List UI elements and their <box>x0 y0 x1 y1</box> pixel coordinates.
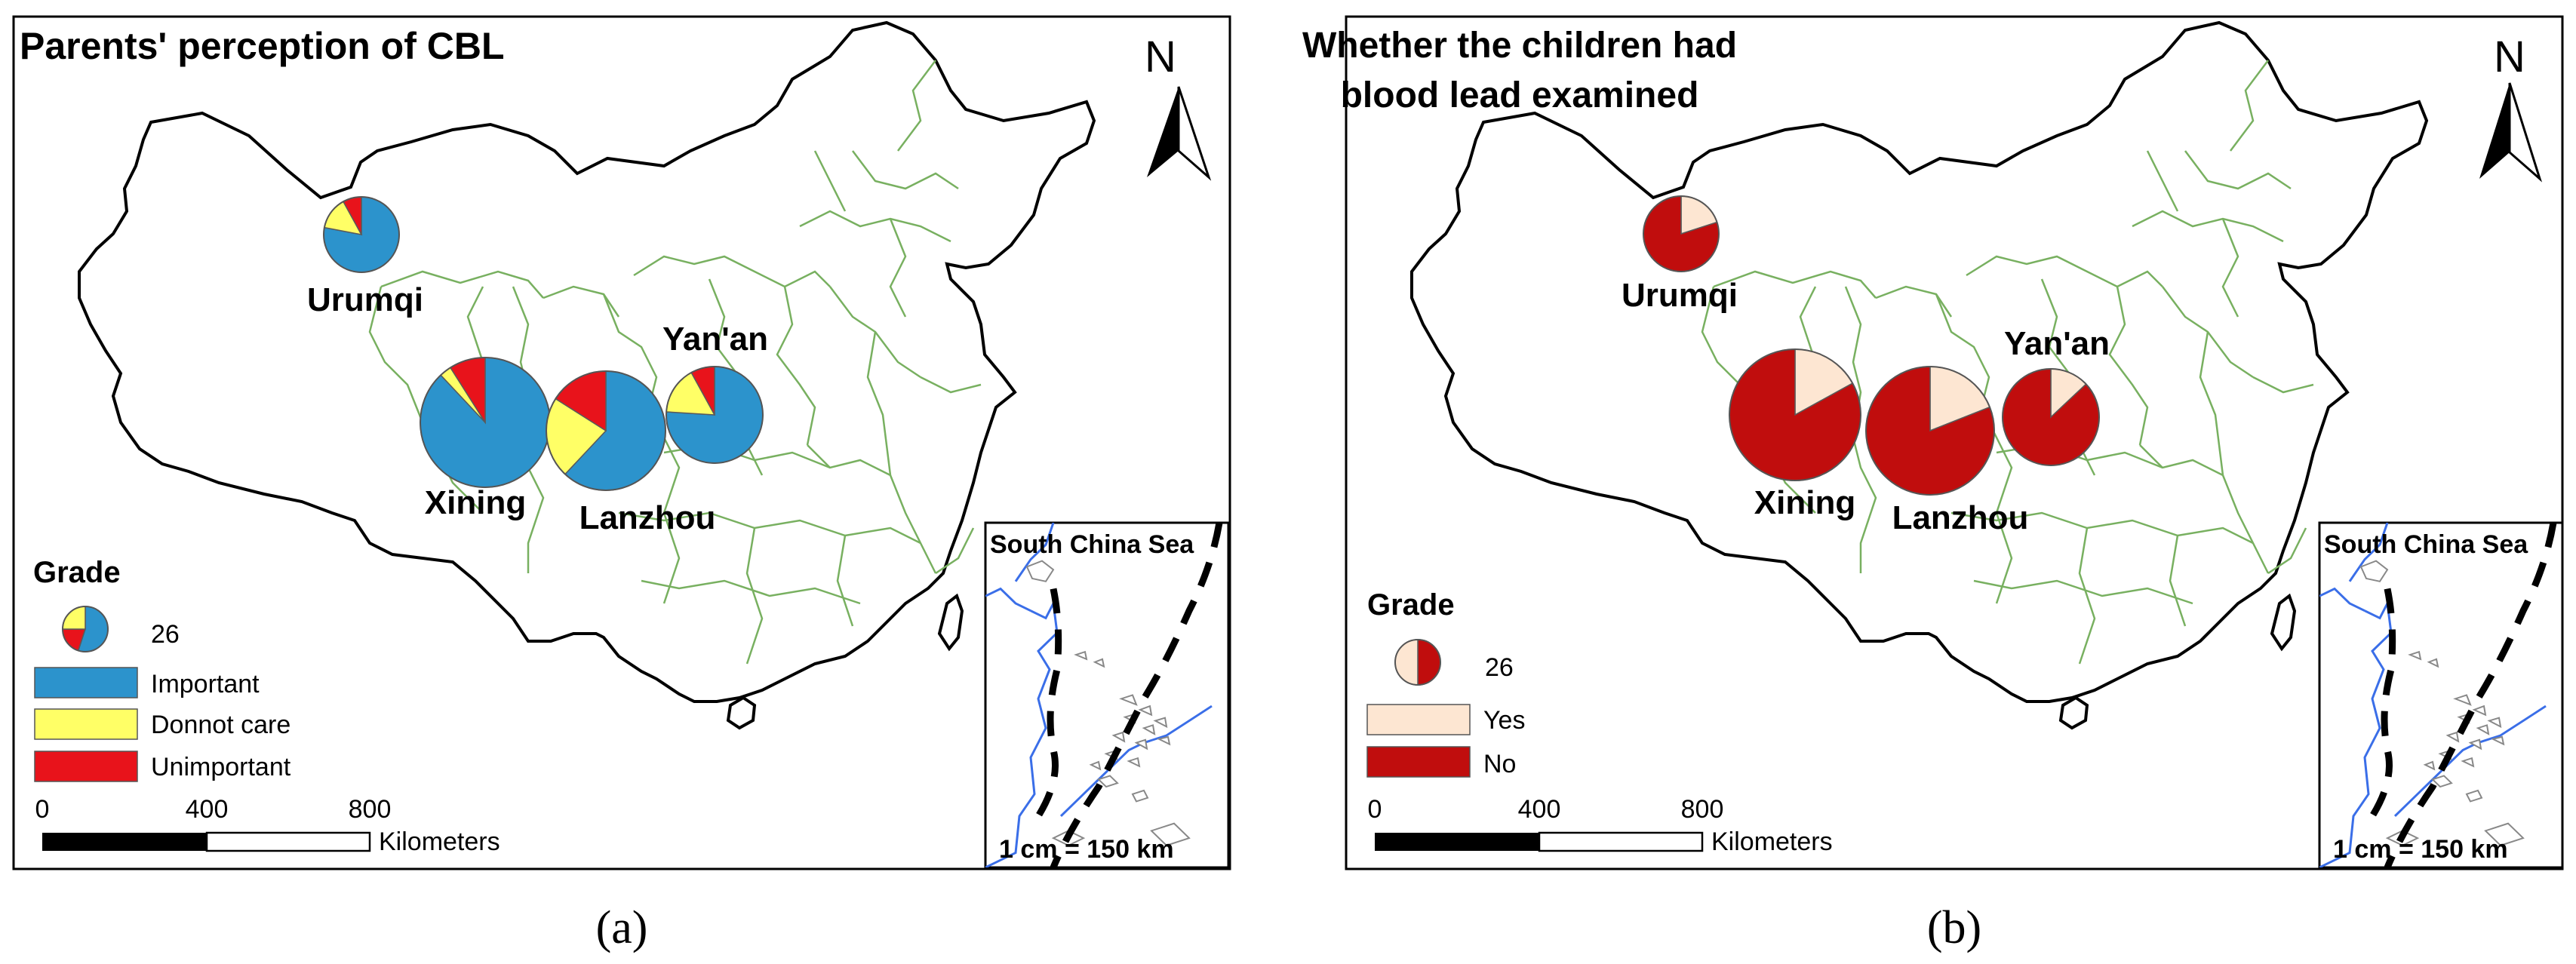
north-label: N <box>2494 32 2525 81</box>
panel-b-scale-bar: 0 400 800 Kilometers <box>1368 795 1833 856</box>
north-arrow-right <box>2508 82 2543 183</box>
caption-a: (a) <box>596 902 648 953</box>
panel-b-inset: South China Sea 1 cm = 150 km <box>2318 521 2564 869</box>
panel-a-legend: Grade 26 Important Donnot care Unimporta… <box>33 556 291 782</box>
legend-swatch-unimportant <box>34 751 138 782</box>
legend-label-donnot-care: Donnot care <box>151 711 290 739</box>
scale-bar-white <box>1538 831 1704 852</box>
panel-a-inset: South China Sea 1 cm = 150 km <box>984 521 1230 869</box>
panel-b-title-line2: blood lead examined <box>1341 75 1699 115</box>
pie-a-lanzhou-outline <box>546 370 666 491</box>
panel-a-title: Parents' perception of CBL <box>20 25 505 67</box>
city-label-xining: Xining <box>425 484 526 521</box>
legend-grade-pie <box>62 606 109 652</box>
north-arrow-left <box>1147 87 1179 177</box>
legend-pie-a-outline <box>62 606 109 652</box>
scale-tick-0: 0 <box>35 795 50 824</box>
north-arrow-right <box>1177 86 1212 181</box>
caption-b: (b) <box>1927 902 1981 953</box>
scale-tick-0: 0 <box>1368 795 1382 824</box>
legend-swatch-no <box>1366 746 1471 778</box>
legend-swatch-donnot-care <box>34 708 138 740</box>
city-label-yanan: Yan'an <box>2004 325 2110 362</box>
pie-b-xining-outline <box>1729 348 1861 481</box>
legend-label-unimportant: Unimportant <box>151 753 291 781</box>
legend-title: Grade <box>33 556 121 589</box>
legend-title: Grade <box>1367 588 1455 622</box>
legend-label-important: Important <box>151 670 260 698</box>
panel-b-title-line1: Whether the children had <box>1302 26 1737 66</box>
scale-bar-white <box>205 831 371 852</box>
panel-b: Whether the children had blood lead exam… <box>1302 15 2564 870</box>
scale-bar-black <box>1375 833 1539 851</box>
inset-title: South China Sea <box>2324 530 2528 559</box>
inset-frame <box>2318 521 2564 869</box>
legend-swatch-important <box>34 667 138 698</box>
legend-grade-pie <box>1394 639 1441 686</box>
inset-title: South China Sea <box>990 530 1194 559</box>
north-arrow: N <box>2479 32 2543 183</box>
city-label-yanan: Yan'an <box>662 321 768 358</box>
panel-a-scale-bar: 0 400 800 Kilometers <box>35 795 500 856</box>
legend-pie-b-outline <box>1394 639 1441 686</box>
scale-tick-400: 400 <box>186 795 229 824</box>
pie-a-yan-an-outline <box>666 366 764 464</box>
legend-label-no: No <box>1483 750 1516 778</box>
north-arrow-left <box>2479 83 2510 179</box>
scale-bar-black <box>42 833 207 851</box>
panel-b-pies <box>1643 195 2100 496</box>
panel-a: Parents' perception of CBL N Urumqi Xini… <box>12 15 1231 870</box>
panel-a-pies <box>323 196 764 491</box>
legend-swatch-yes <box>1366 704 1471 735</box>
inset-frame <box>984 521 1230 869</box>
pie-a-urumqi-outline <box>323 196 400 273</box>
city-label-xining: Xining <box>1754 484 1855 521</box>
north-label: N <box>1145 32 1176 81</box>
legend-grade-value: 26 <box>1485 653 1514 682</box>
pie-b-urumqi-outline <box>1643 195 1720 272</box>
legend-label-yes: Yes <box>1483 706 1525 735</box>
inset-scale-text: 1 cm = 150 km <box>2333 835 2508 864</box>
panel-b-legend: Grade 26 Yes No <box>1366 588 1525 778</box>
city-label-lanzhou: Lanzhou <box>579 499 716 536</box>
pie-b-lanzhou-outline <box>1865 366 1995 496</box>
pie-b-yan-an-outline <box>2002 368 2100 466</box>
inset-scale-text: 1 cm = 150 km <box>999 835 1174 864</box>
city-label-lanzhou: Lanzhou <box>1892 499 2029 536</box>
scale-tick-800: 800 <box>349 795 392 824</box>
north-arrow: N <box>1145 32 1212 181</box>
scale-tick-800: 800 <box>1681 795 1724 824</box>
scale-unit: Kilometers <box>1711 827 1833 856</box>
scale-tick-400: 400 <box>1518 795 1561 824</box>
city-label-urumqi: Urumqi <box>1622 277 1738 314</box>
legend-grade-value: 26 <box>151 620 180 649</box>
city-label-urumqi: Urumqi <box>307 281 423 318</box>
scale-unit: Kilometers <box>379 827 500 856</box>
